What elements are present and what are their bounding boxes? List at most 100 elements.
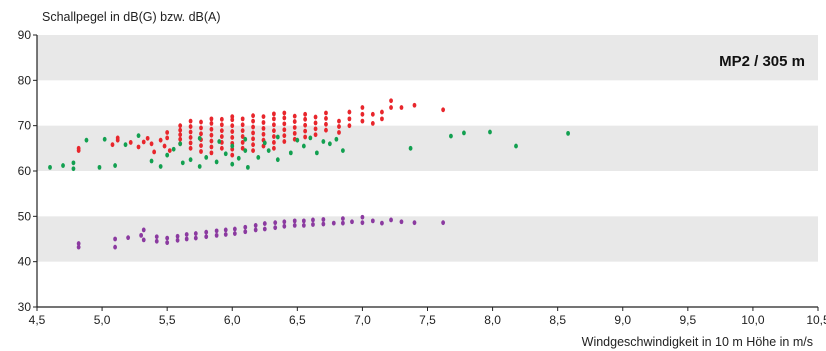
data-point	[188, 129, 193, 135]
data-point	[165, 240, 170, 246]
data-point	[272, 116, 276, 122]
data-point	[292, 125, 297, 130]
data-point	[178, 141, 183, 147]
data-point	[141, 227, 146, 233]
data-point	[251, 148, 255, 154]
data-point	[340, 216, 345, 222]
data-point	[292, 113, 297, 119]
data-point	[209, 126, 214, 132]
data-point	[331, 220, 336, 226]
data-point	[204, 229, 209, 235]
data-point	[209, 138, 214, 144]
data-point	[232, 226, 237, 232]
data-point	[441, 107, 446, 113]
data-point	[184, 236, 189, 242]
data-point	[380, 109, 384, 115]
data-point	[253, 227, 258, 233]
data-point	[262, 140, 267, 146]
data-point	[128, 140, 133, 145]
data-point	[197, 164, 202, 169]
data-point	[178, 132, 183, 138]
data-point	[136, 144, 141, 150]
data-point	[303, 116, 308, 122]
data-point	[347, 109, 352, 115]
data-point	[102, 136, 107, 142]
data-point	[243, 136, 248, 142]
data-point	[282, 110, 287, 116]
y-tick-labels: 30 40 50 60 70 80 90	[18, 28, 32, 314]
data-point	[113, 163, 117, 168]
data-point	[245, 164, 250, 170]
data-point	[61, 163, 65, 168]
data-point	[321, 221, 326, 227]
y-tick-label: 60	[18, 164, 32, 178]
data-point	[123, 142, 128, 148]
data-points	[48, 98, 570, 250]
data-point	[380, 220, 384, 226]
data-point	[321, 139, 326, 144]
data-point	[141, 237, 146, 243]
data-point	[188, 157, 193, 163]
data-point	[272, 111, 276, 117]
data-point	[311, 217, 315, 223]
data-point	[340, 148, 345, 154]
data-point	[324, 121, 328, 127]
data-point	[251, 142, 255, 148]
data-point	[301, 143, 306, 149]
data-point	[292, 130, 297, 136]
data-point	[214, 159, 219, 165]
data-point	[347, 116, 352, 122]
data-point	[288, 150, 293, 156]
data-point	[209, 132, 214, 138]
data-point	[275, 157, 280, 163]
data-point	[251, 124, 255, 130]
data-point	[199, 125, 203, 131]
data-point	[76, 241, 81, 246]
data-point	[97, 164, 102, 170]
data-point	[314, 150, 319, 156]
data-point	[165, 152, 170, 158]
data-point	[180, 160, 185, 166]
data-point	[282, 115, 287, 121]
data-point	[441, 220, 446, 226]
data-point	[253, 223, 258, 228]
data-point	[188, 140, 193, 146]
data-point	[412, 220, 417, 226]
x-tick-label: 8,0	[484, 313, 501, 327]
data-point	[209, 150, 214, 156]
data-point	[230, 129, 235, 134]
data-point	[219, 122, 224, 128]
data-point	[334, 136, 339, 142]
data-point	[360, 220, 365, 226]
data-point	[219, 134, 224, 139]
data-point	[347, 123, 352, 129]
data-point	[76, 244, 81, 250]
data-point	[167, 148, 172, 154]
data-point	[273, 220, 278, 226]
y-axis-label: Schallpegel in dB(G) bzw. dB(A)	[42, 10, 221, 24]
data-point	[197, 135, 202, 141]
data-point	[243, 224, 248, 230]
data-point	[154, 234, 159, 240]
data-point	[292, 223, 297, 228]
data-point	[158, 137, 163, 143]
data-point	[282, 127, 287, 133]
data-point	[261, 120, 266, 125]
data-point	[324, 116, 328, 121]
data-point	[301, 223, 306, 228]
data-point	[136, 133, 141, 139]
data-point	[171, 146, 176, 152]
data-point	[71, 166, 76, 172]
data-point	[232, 231, 237, 236]
x-tick-label: 4,5	[29, 313, 46, 327]
data-point	[223, 232, 228, 237]
data-point	[380, 116, 384, 122]
y-tick-label: 30	[18, 300, 32, 314]
data-point	[175, 237, 180, 243]
series-0	[76, 98, 446, 158]
data-point	[141, 139, 146, 145]
data-point	[209, 116, 214, 122]
data-point	[262, 221, 267, 226]
x-axis-label: Windgeschwindigkeit in 10 m Höhe in m/s	[582, 335, 813, 349]
